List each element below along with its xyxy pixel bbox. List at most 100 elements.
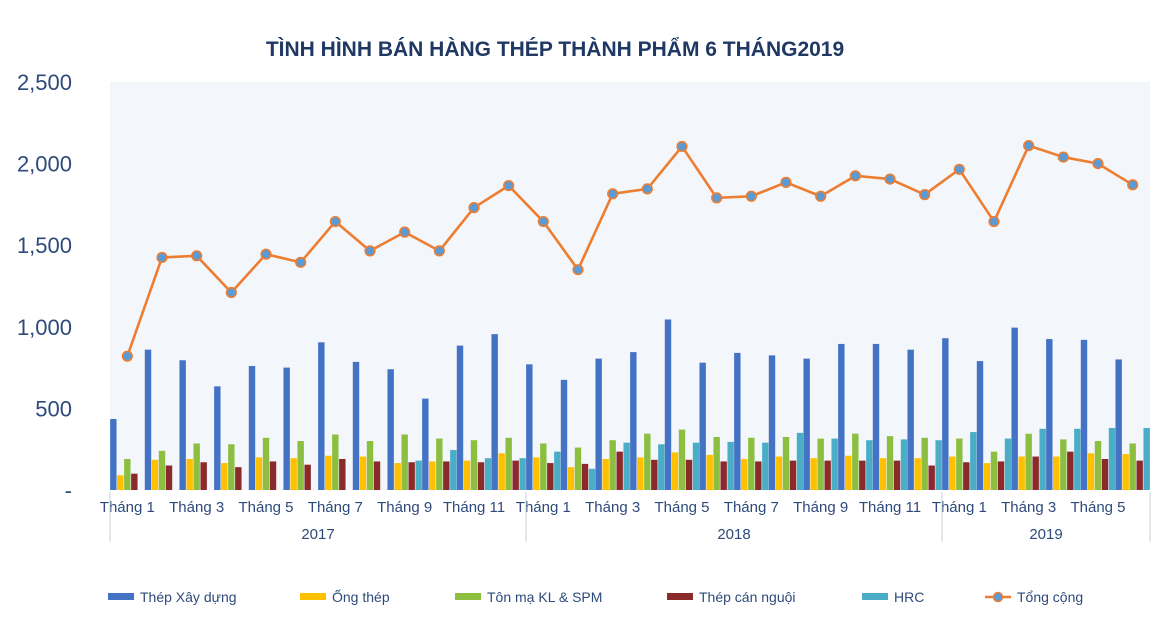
bar xyxy=(193,443,200,490)
y-tick-label: 1,000 xyxy=(17,315,72,340)
bar xyxy=(1025,433,1032,490)
bar xyxy=(1087,453,1095,490)
bar xyxy=(713,436,720,490)
x-axis: Tháng 1 Tháng 3 Tháng 5 Tháng 7 Tháng 9 Tháng… xyxy=(100,492,1151,543)
bar xyxy=(498,453,505,490)
bar xyxy=(886,436,894,490)
bar xyxy=(734,352,741,490)
bar xyxy=(228,444,235,490)
bar xyxy=(1074,428,1081,490)
bar xyxy=(720,461,727,490)
bar xyxy=(921,437,928,490)
bar xyxy=(845,455,852,490)
bar xyxy=(1032,456,1039,490)
bar xyxy=(359,456,367,490)
bar xyxy=(775,456,783,490)
bar xyxy=(491,334,498,490)
bar xyxy=(838,343,845,490)
x-tick-label: Tháng 1 xyxy=(516,499,571,516)
bar xyxy=(1053,456,1060,490)
legend-label: Tổng cộng xyxy=(1017,589,1083,605)
bar xyxy=(970,432,977,490)
legend-swatch xyxy=(667,593,693,600)
bar xyxy=(484,458,492,490)
total-point xyxy=(711,192,723,204)
total-point xyxy=(676,140,688,153)
bar xyxy=(304,464,311,490)
bars xyxy=(110,319,1150,490)
bar xyxy=(567,467,575,490)
bar xyxy=(574,447,582,490)
total-point xyxy=(849,170,861,182)
total-point xyxy=(919,189,931,201)
bar xyxy=(796,432,804,490)
bar xyxy=(186,458,193,490)
bar xyxy=(741,458,748,490)
y-tick-label: 2,500 xyxy=(17,70,72,95)
bar xyxy=(325,455,332,490)
bar xyxy=(1108,427,1116,490)
legend-label: Tôn mạ KL & SPM xyxy=(487,589,602,605)
bar xyxy=(443,461,450,490)
bar xyxy=(1094,441,1102,490)
x-tick-label: Tháng 5 xyxy=(1070,499,1125,516)
bar xyxy=(644,433,651,490)
bar xyxy=(290,458,297,490)
bar xyxy=(879,458,887,490)
bar xyxy=(401,434,408,490)
y-tick-label: - xyxy=(65,478,72,503)
bar xyxy=(803,358,810,490)
bar xyxy=(706,454,713,490)
bar xyxy=(1101,458,1109,490)
legend-swatch xyxy=(300,593,326,600)
bar xyxy=(935,440,942,490)
bar xyxy=(477,462,485,490)
bar xyxy=(283,367,290,490)
total-point xyxy=(295,256,307,268)
bar xyxy=(671,452,679,490)
total-point xyxy=(156,251,168,264)
bar xyxy=(872,343,880,490)
bar xyxy=(470,440,478,490)
bar xyxy=(907,349,914,490)
bar xyxy=(235,467,242,490)
bar xyxy=(110,419,117,490)
bar xyxy=(623,442,630,490)
bar xyxy=(1115,359,1122,490)
legend-label: Thép cán nguội xyxy=(699,589,796,605)
bar xyxy=(588,468,596,490)
legend-swatch xyxy=(108,593,134,600)
bar xyxy=(179,360,186,490)
total-point xyxy=(225,286,237,299)
bar xyxy=(928,465,935,490)
bar xyxy=(949,456,956,490)
bar xyxy=(658,444,665,490)
total-point xyxy=(884,173,896,185)
total-point xyxy=(1057,151,1069,163)
total-point xyxy=(745,190,757,202)
bar xyxy=(664,319,672,490)
bar xyxy=(699,362,706,490)
plot-area xyxy=(110,82,1150,490)
total-point xyxy=(780,176,792,188)
bar xyxy=(651,459,658,490)
total-point xyxy=(641,183,653,195)
y-axis: - 500 1,000 1,500 2,000 2,500 xyxy=(17,70,72,503)
bar xyxy=(1080,339,1088,490)
bar xyxy=(408,462,415,490)
total-point xyxy=(572,264,584,276)
bar xyxy=(997,461,1005,490)
legend-marker xyxy=(992,591,1004,603)
bar xyxy=(990,451,998,490)
bar xyxy=(824,460,831,490)
total-point xyxy=(988,215,1000,228)
bar xyxy=(956,438,963,490)
x-tick-label: Tháng 9 xyxy=(793,499,848,516)
bar xyxy=(131,473,138,490)
total-point xyxy=(503,180,515,192)
x-tick-label: Tháng 5 xyxy=(654,499,709,516)
x-tick-label: Tháng 5 xyxy=(238,499,293,516)
total-point xyxy=(433,245,445,257)
bar xyxy=(581,463,589,490)
